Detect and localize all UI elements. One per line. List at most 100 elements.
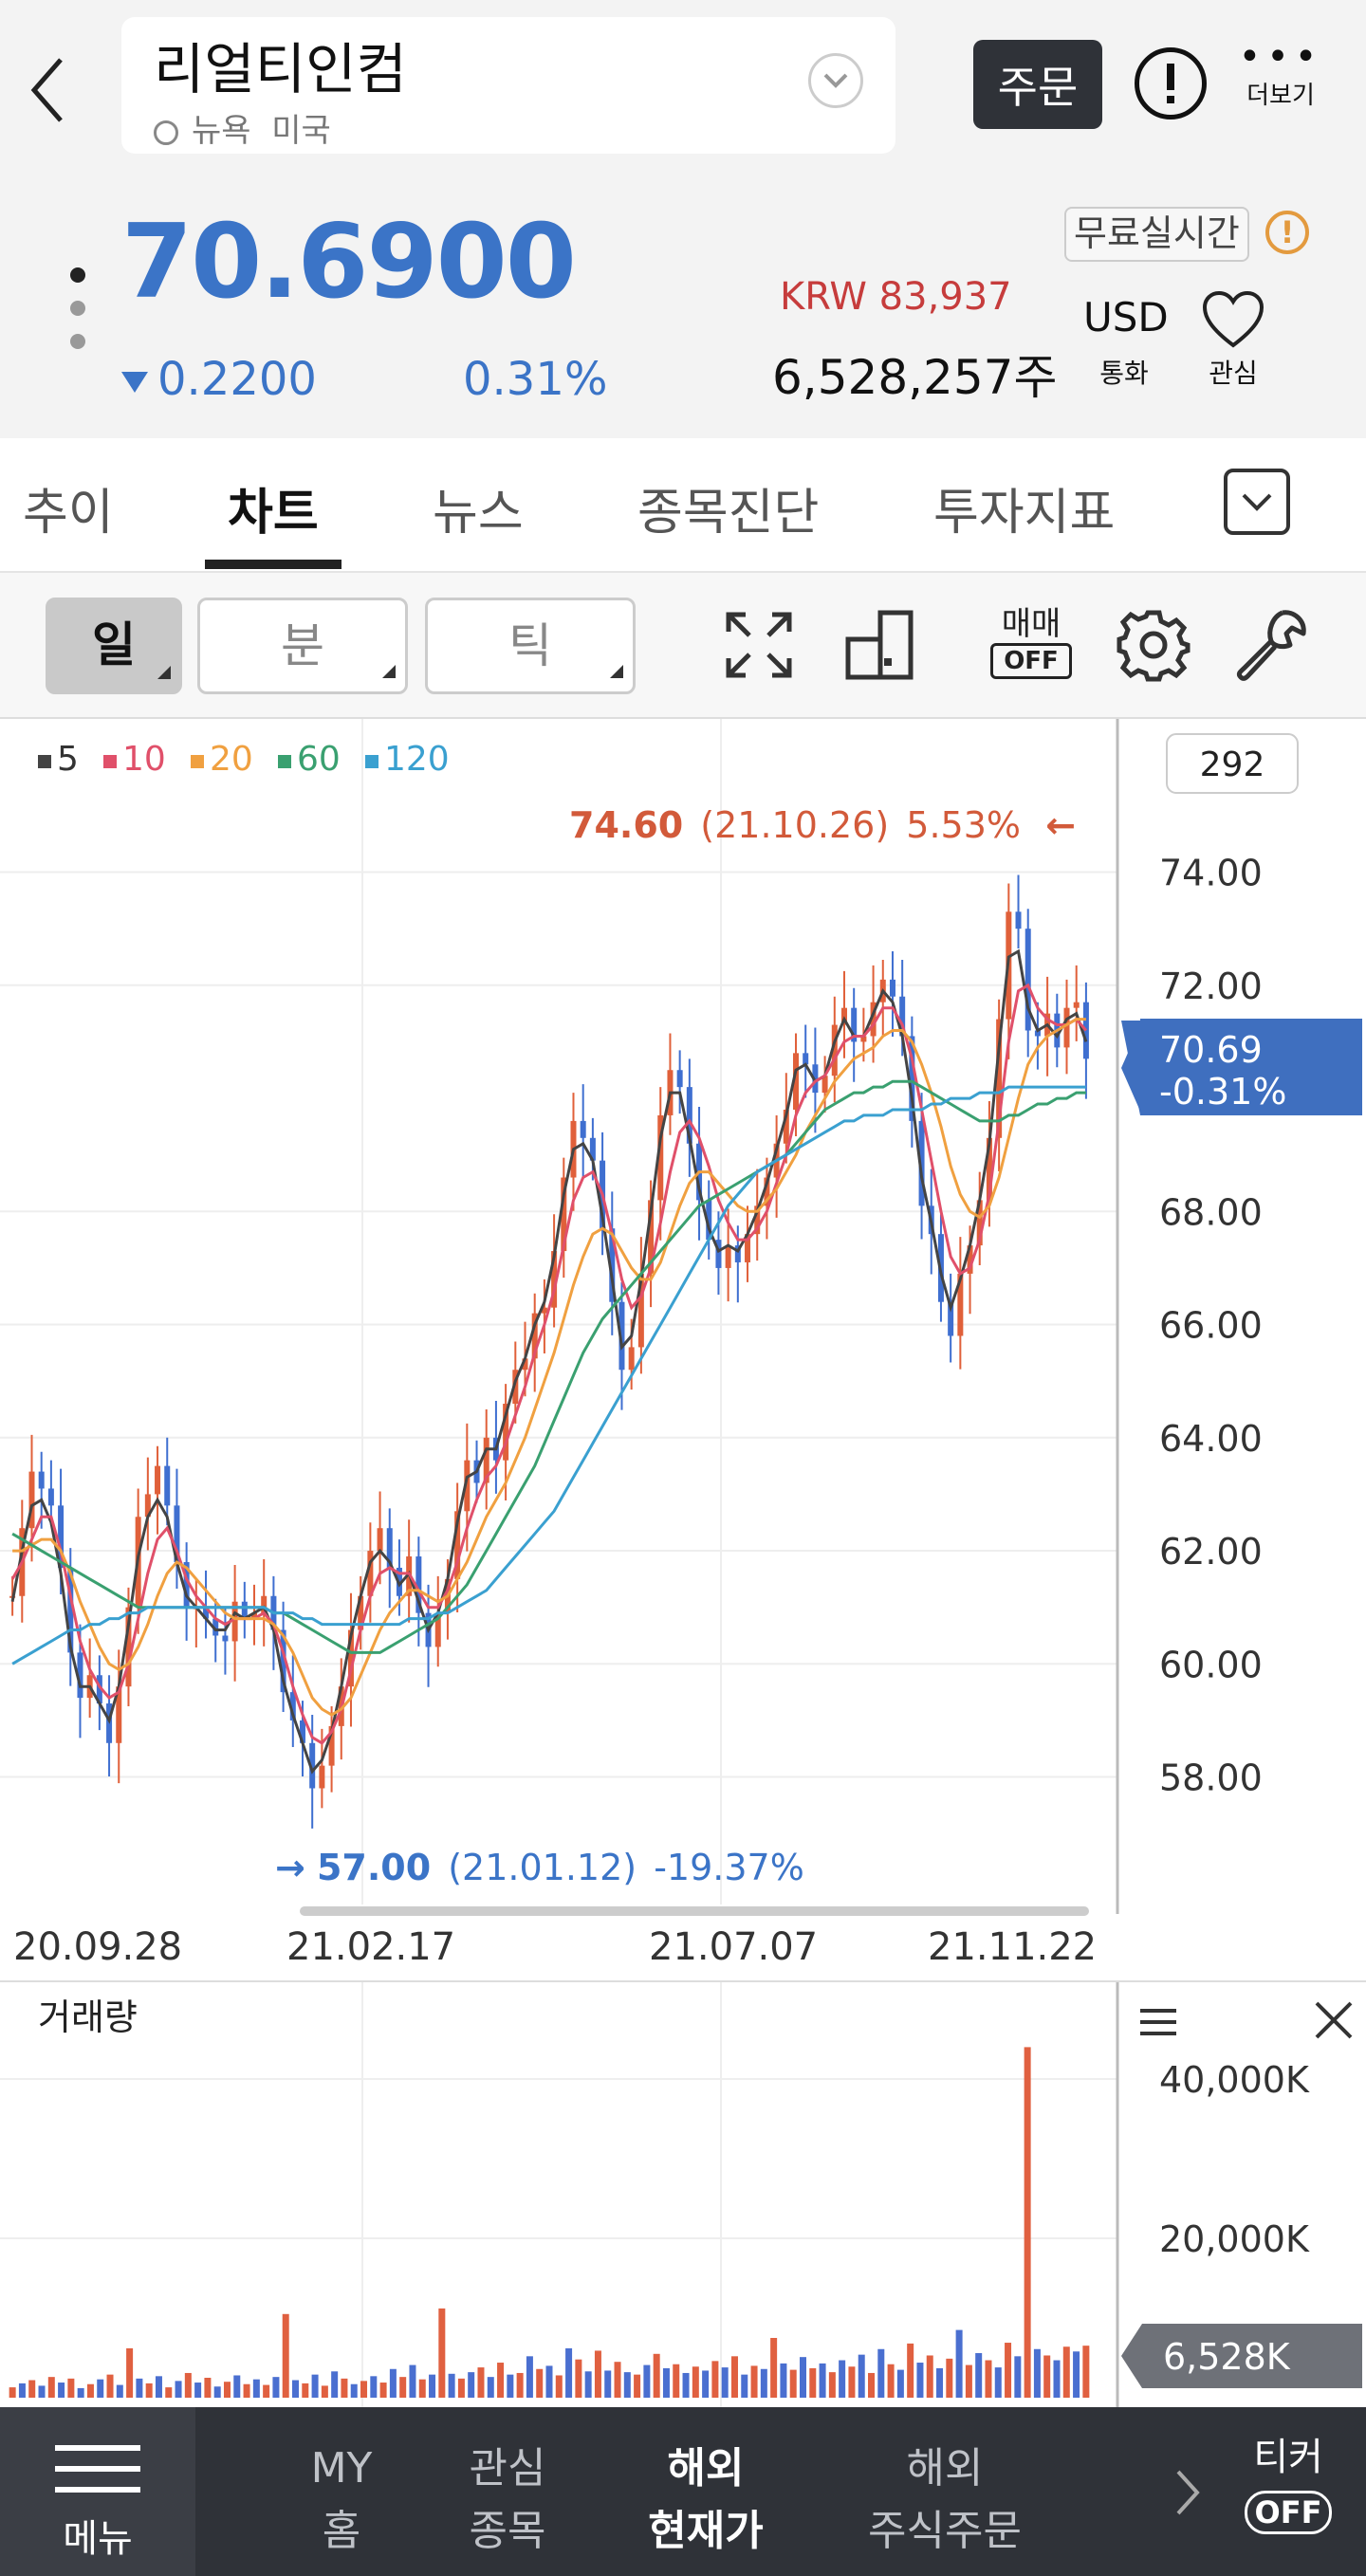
nav-overseas-order[interactable]: 해외 주식주문 <box>850 2438 1040 2563</box>
volume-bar <box>760 2368 767 2398</box>
alert-info-icon[interactable] <box>1135 47 1207 120</box>
volume-chart[interactable]: 거래량 40,000K 20,000K 6,528K <box>0 1982 1366 2407</box>
tab-menu-button[interactable] <box>1224 469 1290 535</box>
candle-body <box>734 1245 741 1262</box>
currency-toggle[interactable]: USD <box>1083 294 1169 340</box>
tab-chart[interactable]: 차트 <box>228 485 319 542</box>
close-icon[interactable] <box>1315 2001 1353 2039</box>
ticker-toggle[interactable]: 티커 OFF <box>1233 2432 1343 2534</box>
tab-diagnosis[interactable]: 종목진단 <box>637 485 820 542</box>
corner-triangle-icon <box>382 665 396 678</box>
candle-body <box>367 1551 374 1596</box>
volume-bar <box>662 2367 670 2398</box>
nav-watchlist[interactable]: 관심 종목 <box>446 2438 569 2563</box>
volume-bar <box>350 2383 358 2398</box>
tab-trend[interactable]: 추이 <box>23 485 114 542</box>
candle-body <box>164 1465 171 1506</box>
candle-body <box>77 1652 83 1699</box>
y-tick-label: 72.00 <box>1159 966 1263 1007</box>
volume-bar <box>565 2347 573 2398</box>
active-tab-underline <box>205 560 342 569</box>
candle-body <box>67 1567 74 1653</box>
nav-overseas-order-line1: 해외 <box>906 2444 984 2493</box>
period-minute-button[interactable]: 분 <box>197 598 408 694</box>
candle-body <box>561 1177 567 1252</box>
candle-body <box>144 1494 151 1518</box>
volume-bar <box>750 2365 758 2398</box>
volume-bar <box>292 2380 300 2398</box>
volume-bar <box>468 2372 475 2398</box>
stock-dropdown-button[interactable] <box>808 53 863 108</box>
free-realtime-badge[interactable]: 무료실시간 <box>1064 207 1249 262</box>
legend-label: 20 <box>210 740 253 779</box>
ma-line-10 <box>10 983 1088 1745</box>
price-chart-panel[interactable]: 74.00 72.00 68.00 66.00 64.00 62.00 60.00 58.00… <box>0 719 1366 1982</box>
volume-panel[interactable]: 거래량 40,000K 20,000K 6,528K <box>0 1980 1366 2409</box>
nav-overseas-price[interactable]: 해외 현재가 <box>630 2438 782 2563</box>
candle-body <box>618 1301 625 1371</box>
volume-bar <box>741 2374 748 2398</box>
price-change-value: 0.2200 <box>157 353 317 406</box>
more-button[interactable]: ••• 더보기 <box>1224 38 1338 123</box>
candle-body <box>231 1601 238 1642</box>
wrench-icon[interactable] <box>1233 607 1309 683</box>
candle-body <box>47 1488 54 1506</box>
price-chart[interactable]: 74.00 72.00 68.00 66.00 64.00 62.00 60.00 58.00… <box>0 719 1366 1914</box>
volume-bar <box>673 2364 680 2398</box>
tab-indicators[interactable]: 투자지표 <box>933 485 1116 542</box>
layout-split-icon[interactable] <box>842 607 918 683</box>
current-price-tag-change: -0.31% <box>1159 1071 1286 1113</box>
page-dots-indicator <box>70 267 85 349</box>
back-arrow-icon[interactable] <box>27 52 74 128</box>
period-day-button[interactable]: 일 <box>46 598 182 694</box>
expand-icon[interactable] <box>721 607 797 683</box>
candle-body <box>648 1200 655 1274</box>
volume-bar <box>1043 2355 1051 2398</box>
candle-body <box>116 1686 122 1743</box>
menu-button[interactable]: 메뉴 <box>0 2407 195 2576</box>
chevron-right-icon[interactable] <box>1169 2464 1207 2521</box>
volume-bar <box>184 2372 192 2398</box>
volume-bar <box>1062 2346 1070 2398</box>
count-box-value: 292 <box>1200 745 1265 784</box>
candle-body <box>38 1471 45 1489</box>
candle-body <box>203 1607 210 1619</box>
volume-bar <box>770 2338 778 2398</box>
volume-bar <box>116 2384 123 2398</box>
heart-icon[interactable] <box>1201 290 1265 349</box>
volume-bar <box>429 2374 436 2398</box>
count-box[interactable]: 292 <box>1166 733 1299 794</box>
order-button[interactable]: 주문 <box>973 40 1102 129</box>
volume-bar <box>545 2365 553 2398</box>
candle-body <box>541 1307 547 1314</box>
volume-bar <box>536 2368 544 2398</box>
volume-bar <box>994 2367 1002 2398</box>
volume-bar <box>194 2383 202 2398</box>
candle-body <box>637 1273 644 1348</box>
gear-icon[interactable] <box>1116 607 1191 683</box>
nav-my-home[interactable]: MY 홈 <box>285 2438 398 2563</box>
nav-overseas-price-line1: 해외 <box>667 2444 745 2493</box>
volume-bar <box>1033 2348 1041 2398</box>
chart-toolbar: 일 분 틱 매매 OFF <box>0 573 1366 719</box>
current-price: 70.6900 <box>121 203 577 322</box>
realtime-warning-icon[interactable]: ! <box>1265 211 1309 254</box>
stock-search-box[interactable]: 리얼티인컴 뉴욕 미국 <box>121 17 895 154</box>
legend-swatch <box>278 755 291 768</box>
volume-bar <box>457 2378 465 2398</box>
legend-swatch <box>103 755 117 768</box>
high-annotation-date: (21.10.26) <box>700 804 889 846</box>
volume-bar <box>828 2372 836 2398</box>
candle-body <box>686 1087 692 1144</box>
hamburger-icon[interactable] <box>1140 2009 1176 2035</box>
nav-overseas-order-line2: 주식주문 <box>868 2507 1022 2555</box>
x-tick-label: 21.11.22 <box>928 1925 1098 1969</box>
trade-toggle-button[interactable]: 매매 OFF <box>990 605 1072 685</box>
tab-news[interactable]: 뉴스 <box>433 485 524 542</box>
candle-body <box>676 1070 683 1088</box>
candle-body <box>657 1114 664 1201</box>
content-tabs: 추이 차트 뉴스 종목진단 투자지표 <box>0 438 1366 573</box>
volume-bar <box>692 2366 699 2398</box>
period-tick-button[interactable]: 틱 <box>425 598 636 694</box>
chart-scrollbar[interactable] <box>300 1906 1089 1916</box>
